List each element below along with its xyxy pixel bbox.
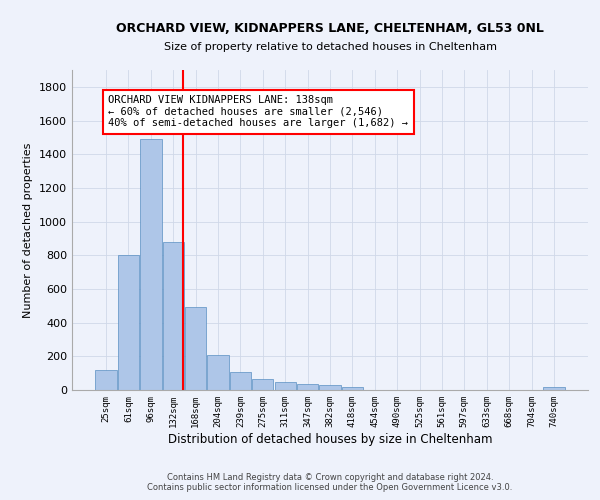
- X-axis label: Distribution of detached houses by size in Cheltenham: Distribution of detached houses by size …: [168, 432, 492, 446]
- Bar: [118, 256, 139, 390]
- Bar: [342, 388, 363, 390]
- Bar: [95, 370, 117, 390]
- Text: Contains HM Land Registry data © Crown copyright and database right 2024.
Contai: Contains HM Land Registry data © Crown c…: [148, 473, 512, 492]
- Text: ORCHARD VIEW KIDNAPPERS LANE: 138sqm
← 60% of detached houses are smaller (2,546: ORCHARD VIEW KIDNAPPERS LANE: 138sqm ← 6…: [109, 96, 409, 128]
- Y-axis label: Number of detached properties: Number of detached properties: [23, 142, 34, 318]
- Bar: [230, 372, 251, 390]
- Bar: [140, 139, 161, 390]
- Bar: [252, 379, 274, 390]
- Bar: [163, 242, 184, 390]
- Bar: [185, 308, 206, 390]
- Text: ORCHARD VIEW, KIDNAPPERS LANE, CHELTENHAM, GL53 0NL: ORCHARD VIEW, KIDNAPPERS LANE, CHELTENHA…: [116, 22, 544, 36]
- Bar: [208, 356, 229, 390]
- Bar: [275, 382, 296, 390]
- Bar: [543, 388, 565, 390]
- Bar: [319, 385, 341, 390]
- Text: Size of property relative to detached houses in Cheltenham: Size of property relative to detached ho…: [163, 42, 497, 52]
- Bar: [297, 384, 318, 390]
